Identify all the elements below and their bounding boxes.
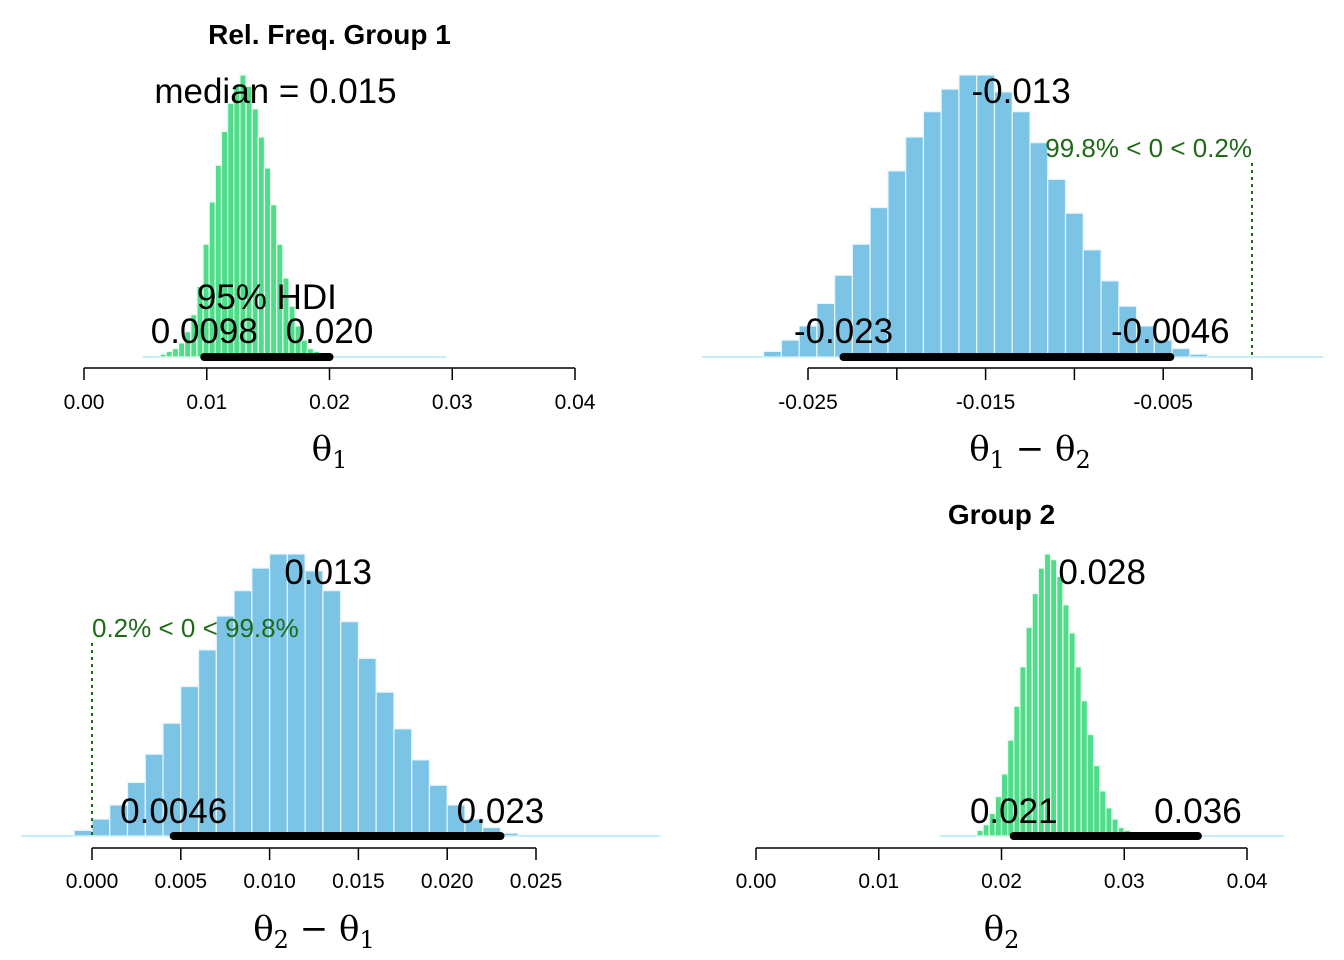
histogram-bar	[1105, 807, 1113, 837]
hdi-lower-label: -0.023	[794, 312, 893, 351]
hdi-upper-label: 0.036	[1154, 792, 1242, 831]
x-tick-label: 0.000	[66, 870, 119, 893]
x-tick-label: 0.00	[64, 391, 105, 414]
x-tick-label: 0.01	[858, 870, 899, 893]
histogram-bar	[393, 728, 413, 837]
histogram-bar	[375, 691, 395, 837]
x-axis-label: θ1	[312, 429, 348, 474]
x-tick-label: 0.02	[309, 391, 350, 414]
x-axis-label: θ2	[984, 909, 1020, 954]
hdi-caption: 95% HDI	[197, 278, 337, 317]
x-tick-label: 0.020	[421, 870, 474, 893]
histogram-bar	[1171, 347, 1191, 358]
histogram-bar	[428, 784, 448, 837]
hdi-upper-label: 0.020	[286, 312, 374, 351]
histogram-bar	[1082, 249, 1102, 358]
panel-theta2: 0.00 0.01 0.02 0.03 0.04 0.021 0.036 0.028Group…	[736, 499, 1284, 954]
histogram-bar	[1068, 632, 1076, 837]
x-tick-label: 0.04	[1227, 870, 1268, 893]
histogram-bar	[411, 759, 431, 837]
histogram-bar	[1056, 575, 1064, 837]
central-tendency-label: -0.013	[971, 72, 1070, 111]
x-tick-label: 0.04	[555, 391, 596, 414]
x-axis-label-operator: − θ	[1005, 429, 1076, 469]
central-tendency-label: 0.028	[1058, 553, 1146, 592]
x-axis-label-subscript: 1	[990, 446, 1005, 474]
histogram-bar	[269, 553, 288, 837]
histogram-bar	[91, 818, 111, 837]
histogram-bar	[340, 621, 360, 837]
histogram-bar	[257, 136, 266, 358]
x-tick-label: 0.02	[981, 870, 1022, 893]
x-tick-label: 0.00	[736, 870, 777, 893]
histogram-bar	[1092, 764, 1101, 837]
histogram-bar	[1074, 666, 1082, 837]
histogram-bar	[165, 350, 173, 358]
histogram-bar	[73, 829, 93, 837]
histogram-bar	[922, 111, 942, 358]
histogram-bar	[976, 74, 996, 358]
x-axis-label-symbol: θ	[312, 429, 332, 469]
x-tick-label: 0.03	[432, 391, 473, 414]
central-tendency-label: median = 0.015	[154, 72, 396, 111]
x-tick-label: 0.025	[510, 870, 563, 893]
panel-title: Group 2	[948, 499, 1055, 530]
panel-theta1-minus-theta2: -0.025 -0.015 -0.005 -0.023 -0.0046 -0.013 99.…	[701, 72, 1324, 474]
x-tick-label: -0.025	[778, 391, 838, 414]
x-axis-label-subscript: 2	[274, 926, 289, 954]
histogram-bar	[1080, 700, 1089, 837]
x-tick-label: -0.015	[956, 391, 1016, 414]
comparison-label: 99.8% < 0 < 0.2%	[1045, 133, 1252, 163]
hdi-upper-label: 0.023	[457, 792, 545, 831]
histogram-bar	[1086, 733, 1095, 837]
histogram-bar	[940, 88, 960, 358]
histogram-bar	[993, 91, 1013, 358]
x-axis-label-subscript-2: 1	[360, 926, 375, 954]
histogram-bar	[159, 353, 167, 358]
histogram-bar	[1029, 142, 1049, 358]
x-axis-label: θ1 − θ2	[969, 429, 1091, 474]
histogram-bar	[1062, 604, 1070, 837]
histogram-bar	[976, 829, 984, 837]
x-axis-label: θ2 − θ1	[253, 909, 375, 954]
hdi-lower-label: 0.0098	[151, 312, 258, 351]
histogram-bar	[304, 570, 324, 837]
central-tendency-label: 0.013	[284, 553, 372, 592]
histogram-bar	[1011, 111, 1031, 358]
hdi-lower-label: 0.021	[970, 792, 1058, 831]
x-axis-label-symbol: θ	[984, 909, 1004, 949]
histogram-bar	[357, 657, 377, 837]
x-axis-label-symbol: θ	[253, 909, 273, 949]
x-axis-label-subscript: 2	[1004, 926, 1019, 954]
panel-title: Rel. Freq. Group 1	[208, 19, 451, 50]
histogram-bar	[322, 590, 342, 837]
histogram-bar	[762, 350, 782, 358]
x-axis-label-subscript-2: 2	[1076, 446, 1091, 474]
x-axis-label-symbol: θ	[969, 429, 989, 469]
x-tick-label: -0.005	[1133, 391, 1193, 414]
x-tick-label: 0.005	[155, 870, 208, 893]
histogram-bar	[251, 567, 271, 837]
histogram-bar	[263, 167, 272, 358]
histogram-bar	[286, 553, 306, 837]
comparison-label: 0.2% < 0 < 99.8%	[92, 613, 299, 643]
x-tick-label: 0.015	[332, 870, 385, 893]
panel-theta2-minus-theta1: 0.000 0.005 0.010 0.015 0.020 0.025 0.0046 0.02…	[20, 553, 661, 954]
histogram-bar	[905, 136, 925, 358]
histogram-bar	[1047, 178, 1067, 358]
x-tick-label: 0.010	[243, 870, 296, 893]
x-axis-label-subscript: 1	[332, 446, 347, 474]
hdi-lower-label: 0.0046	[120, 792, 227, 831]
x-axis-label-operator: − θ	[289, 909, 360, 949]
histogram-bar	[1189, 353, 1209, 358]
x-tick-label: 0.03	[1104, 870, 1145, 893]
histogram-bar	[958, 74, 978, 358]
histogram-bar	[1099, 790, 1107, 837]
x-tick-label: 0.01	[186, 391, 227, 414]
histogram-bar	[1064, 212, 1084, 358]
hdi-upper-label: -0.0046	[1111, 312, 1230, 351]
